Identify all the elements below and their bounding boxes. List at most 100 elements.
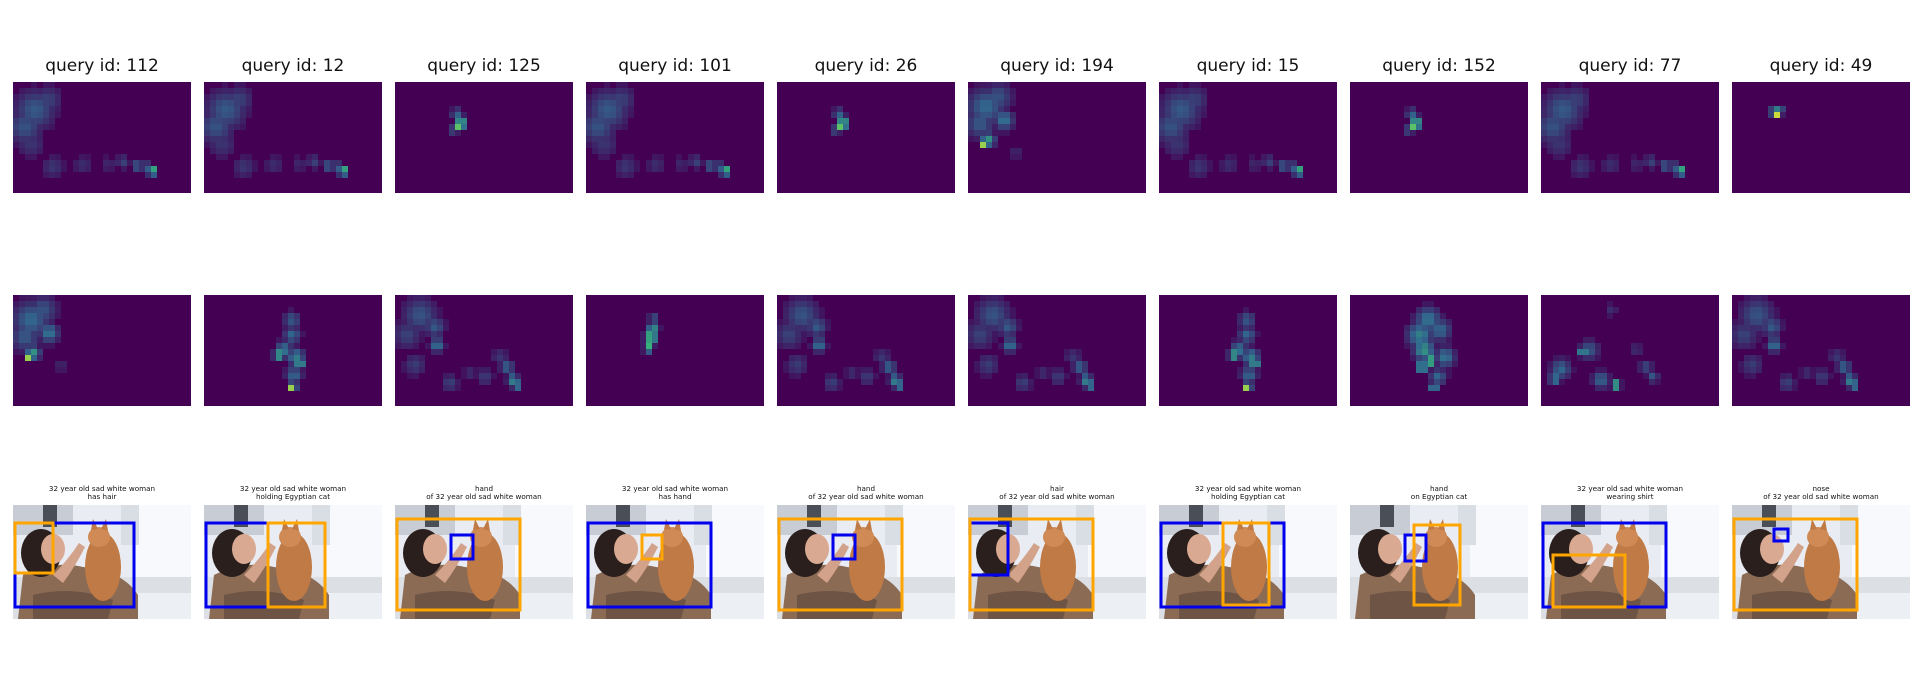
subject-attention-map: [204, 82, 382, 193]
object-box: [777, 517, 904, 612]
subject-heatmap: [777, 82, 955, 193]
query-title: query id: 194: [1000, 56, 1114, 76]
object-heatmap: [1350, 295, 1528, 406]
scene-photo: [1159, 505, 1337, 619]
caption-line: hand: [474, 484, 494, 493]
subject-heatmap: [1732, 82, 1910, 193]
woman-with-cat-image: [1541, 505, 1719, 619]
caption-line: hand: [856, 484, 876, 493]
subject-box: [449, 533, 475, 561]
caption-line: has hand: [658, 492, 692, 501]
triplet-caption: hand of 32 year old sad white woman: [757, 485, 975, 501]
triplet-caption: 32 year old sad white woman has hair: [0, 485, 211, 501]
query-panel: query id: 152 hand on Egyptian cat: [1350, 0, 1528, 700]
scene-photo: [13, 505, 191, 619]
subject-heatmap: [395, 82, 573, 193]
object-heatmap: [1732, 295, 1910, 406]
object-box: [968, 517, 1095, 612]
detection-image: [1159, 505, 1337, 619]
object-heatmap: [13, 295, 191, 406]
object-attention-map: [13, 295, 191, 406]
object-attention-map: [968, 295, 1146, 406]
subject-attention-map: [1350, 82, 1528, 193]
object-heatmap: [586, 295, 764, 406]
object-box: [640, 533, 664, 561]
detection-image: [395, 505, 573, 619]
triplet-caption: hair of 32 year old sad white woman: [948, 485, 1166, 501]
subject-attention-map: [1541, 82, 1719, 193]
detection-image: [1541, 505, 1719, 619]
subject-box: [831, 533, 857, 561]
object-heatmap: [204, 295, 382, 406]
caption-line: of 32 year old sad white woman: [426, 492, 542, 501]
subject-heatmap: [1159, 82, 1337, 193]
detection-image: [13, 505, 191, 619]
subject-attention-map: [13, 82, 191, 193]
query-title: query id: 77: [1578, 56, 1682, 76]
subject-heatmap: [204, 82, 382, 193]
scene-photo: [1350, 505, 1528, 619]
query-panel: query id: 26 hand of 32 year old sad white…: [777, 0, 955, 700]
object-box: [266, 521, 327, 609]
query-title: query id: 152: [1382, 56, 1496, 76]
object-box: [1551, 553, 1627, 609]
object-attention-map: [586, 295, 764, 406]
triplet-caption: 32 year old sad white woman has hand: [566, 485, 784, 501]
triplet-caption: nose of 32 year old sad white woman: [1712, 485, 1923, 501]
subject-attention-map: [395, 82, 573, 193]
triplet-caption: 32 year old sad white woman holding Egypt…: [1139, 485, 1357, 501]
query-panel: query id: 112 32 year old sad white woman…: [13, 0, 191, 700]
subject-heatmap: [968, 82, 1146, 193]
subject-attention-map: [1732, 82, 1910, 193]
subject-heatmap: [1350, 82, 1528, 193]
subject-attention-map: [777, 82, 955, 193]
query-panel: query id: 49 nose of 32 year old sad white…: [1732, 0, 1910, 700]
query-title: query id: 49: [1769, 56, 1873, 76]
query-panel: query id: 15 32 year old sad white woman h…: [1159, 0, 1337, 700]
caption-line: 32 year old sad white woman: [621, 484, 729, 493]
subject-heatmap: [13, 82, 191, 193]
detection-image: [586, 505, 764, 619]
object-attention-map: [1541, 295, 1719, 406]
object-box: [1412, 523, 1462, 607]
scene-photo: [968, 505, 1146, 619]
caption-line: of 32 year old sad white woman: [999, 492, 1115, 501]
object-box: [395, 517, 522, 612]
scene-photo: [586, 505, 764, 619]
subject-heatmap: [586, 82, 764, 193]
caption-line: 32 year old sad white woman: [48, 484, 156, 493]
scene-photo: [777, 505, 955, 619]
triplet-caption: hand of 32 year old sad white woman: [375, 485, 593, 501]
object-heatmap: [395, 295, 573, 406]
query-title: query id: 15: [1196, 56, 1300, 76]
subject-heatmap: [1541, 82, 1719, 193]
subject-box: [1772, 527, 1790, 543]
object-box: [1221, 521, 1271, 607]
object-attention-map: [395, 295, 573, 406]
query-title: query id: 12: [241, 56, 345, 76]
object-box: [1732, 517, 1859, 612]
caption-line: of 32 year old sad white woman: [808, 492, 924, 501]
object-attention-map: [1159, 295, 1337, 406]
detection-image: [204, 505, 382, 619]
triplet-caption: 32 year old sad white woman wearing shirt: [1521, 485, 1739, 501]
subject-attention-map: [586, 82, 764, 193]
object-attention-map: [1732, 295, 1910, 406]
caption-line: nose: [1812, 484, 1830, 493]
woman-with-cat-image: [395, 505, 573, 619]
object-attention-map: [1350, 295, 1528, 406]
query-title: query id: 112: [45, 56, 159, 76]
caption-line: has hair: [87, 492, 117, 501]
object-heatmap: [968, 295, 1146, 406]
query-panel: query id: 125 hand of 32 year old sad whit…: [395, 0, 573, 700]
caption-line: 32 year old sad white woman: [1576, 484, 1684, 493]
query-panel: query id: 194 hair of 32 year old sad whit…: [968, 0, 1146, 700]
woman-with-cat-image: [1159, 505, 1337, 619]
detection-image: [1732, 505, 1910, 619]
caption-line: holding Egyptian cat: [255, 492, 331, 501]
query-title: query id: 125: [427, 56, 541, 76]
scene-photo: [395, 505, 573, 619]
detection-image: [968, 505, 1146, 619]
subject-attention-map: [1159, 82, 1337, 193]
subject-box: [586, 521, 713, 609]
